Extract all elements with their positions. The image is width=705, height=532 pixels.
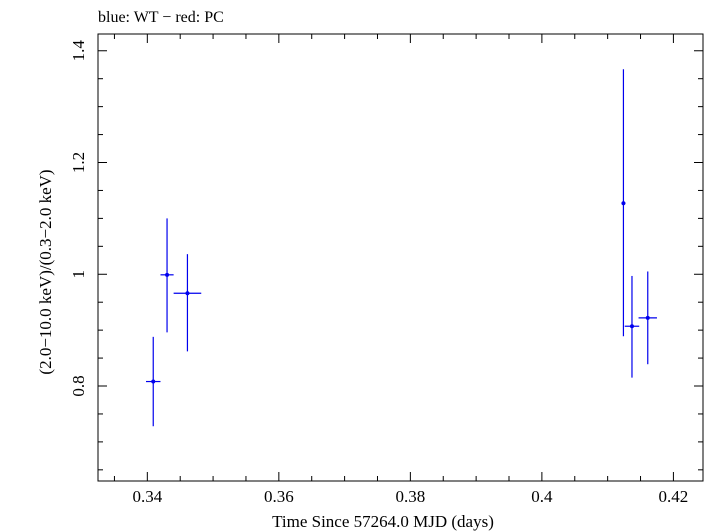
x-tick-label: 0.38 [395,487,425,506]
data-point-wt [638,271,657,365]
y-tick-label: 1.4 [69,40,88,62]
y-tick-label: 0.8 [69,375,88,396]
data-point-wt [173,254,202,352]
point-marker [629,324,634,329]
x-tick-label: 0.34 [132,487,162,506]
y-axis-label: (2.0−10.0 keV)/(0.3−2.0 keV) [36,169,55,374]
y-tick-label: 1 [69,270,88,279]
plot-frame [97,33,704,482]
data-point-wt [621,69,626,337]
data-points [146,69,657,427]
point-marker [165,272,170,277]
x-tick-label: 0.36 [264,487,294,506]
data-point-wt [160,218,174,333]
x-tick-label: 0.4 [531,487,553,506]
point-marker [621,201,626,206]
chart-title: blue: WT − red: PC [98,9,224,26]
y-tick-label: 1.2 [69,152,88,173]
point-marker [185,291,190,296]
point-marker [645,315,650,320]
data-point-wt [624,275,640,378]
point-marker [151,379,156,384]
data-point-wt [146,336,161,427]
x-axis-ticks: 0.34 0.36 0.38 0.4 0.42 [113,34,689,506]
x-tick-label: 0.42 [659,487,689,506]
x-axis-label: Time Since 57264.0 MJD (days) [272,512,494,531]
y-axis-ticks: 0.8 1 1.2 1.4 [69,40,703,471]
